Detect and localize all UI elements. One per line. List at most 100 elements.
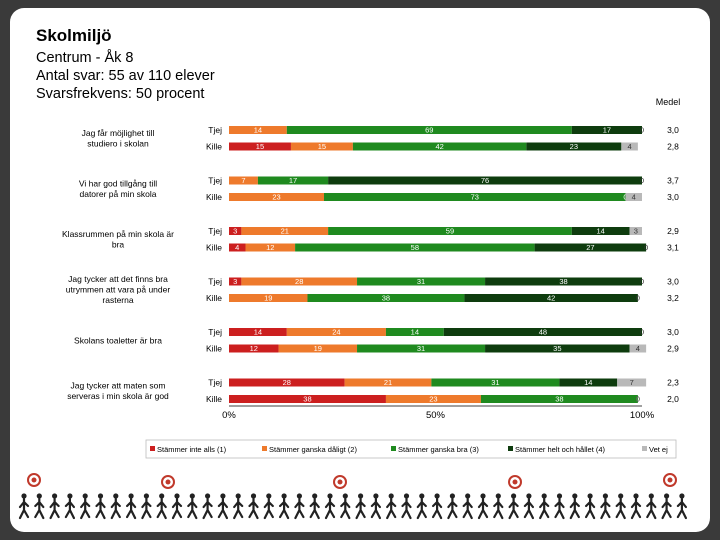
data-label: 42 — [547, 294, 555, 303]
walker-silhouette — [386, 493, 397, 520]
data-label: 42 — [435, 142, 443, 151]
bar-segment — [485, 344, 630, 353]
mean-value: 3,0 — [667, 125, 679, 135]
walker-silhouette — [233, 493, 244, 520]
data-label: 69 — [425, 126, 433, 135]
bar-segment — [526, 142, 622, 151]
walker-silhouette — [370, 493, 381, 520]
bar-segment — [559, 378, 618, 387]
mean-value: 2,8 — [667, 142, 679, 152]
legend-label: Stämmer inte alls (1) — [157, 445, 227, 454]
walker-silhouette — [539, 493, 550, 520]
walker-silhouette — [508, 493, 519, 520]
question-label: Klassrummen på min skola är bra — [62, 229, 174, 250]
data-label: 0 — [636, 395, 640, 404]
mean-value: 2,0 — [667, 394, 679, 404]
walker-silhouette — [125, 493, 137, 520]
x-tick-label: 100% — [630, 410, 655, 421]
question-label: Jag tycker att det finns bra utrymmen att… — [66, 274, 171, 305]
mean-value: 3,0 — [667, 192, 679, 202]
data-label: 27 — [586, 243, 594, 252]
legend-label: Stämmer helt och hållet (4) — [515, 445, 606, 454]
question-label: Vi har god tillgång till datorer på min s… — [79, 178, 157, 199]
walker-silhouette — [569, 493, 580, 520]
subtitle-responses: Antal svar: 55 av 110 elever — [36, 68, 215, 84]
data-label: 17 — [603, 126, 611, 135]
data-label: 31 — [491, 378, 499, 387]
bar-segment — [229, 277, 242, 286]
data-label: 3 — [233, 277, 237, 286]
bar-segment — [328, 227, 572, 235]
legend-box — [145, 439, 677, 459]
data-label: 24 — [332, 328, 340, 337]
mean-value: 3,1 — [667, 243, 679, 253]
data-label: 28 — [295, 277, 303, 286]
walker-silhouette — [171, 493, 183, 520]
walker-silhouette — [217, 493, 228, 520]
mean-value: 2,9 — [667, 344, 679, 354]
legend-label: Vet ej — [649, 445, 668, 454]
data-label: 38 — [382, 294, 390, 303]
data-label: 0 — [640, 126, 644, 135]
mean-value: 3,0 — [667, 277, 679, 287]
bar-segment — [344, 378, 432, 387]
legend-swatch — [642, 446, 647, 451]
walker-silhouette — [110, 493, 121, 520]
slide: Skolmiljö Centrum - Åk 8 Antal svar: 55 … — [10, 8, 710, 532]
mean-value: 3,7 — [667, 176, 679, 186]
subtitle-response-rate: Svarsfrekvens: 50 procent — [36, 86, 205, 102]
data-label: 23 — [570, 142, 578, 151]
bar-segment — [229, 328, 287, 336]
group-label: Kille — [206, 142, 222, 152]
data-label: 59 — [446, 227, 454, 236]
bar-segment — [323, 193, 626, 201]
walker-silhouette — [661, 493, 672, 520]
bar-segment — [229, 294, 308, 302]
data-label: 14 — [411, 328, 419, 337]
bar-segment — [385, 328, 444, 336]
bar-segment — [307, 294, 465, 302]
walker-silhouette — [64, 493, 76, 520]
bar-segment — [241, 277, 358, 286]
walker-silhouette — [49, 493, 60, 520]
bar-segment — [278, 344, 358, 353]
bar-segment — [286, 328, 386, 336]
walker-silhouette — [279, 493, 290, 520]
footer-decoration — [18, 473, 688, 520]
data-label: 14 — [254, 126, 262, 135]
bar-segment — [295, 243, 535, 252]
walker-silhouette — [493, 493, 504, 520]
bar-segment — [431, 378, 560, 387]
walker-silhouette — [34, 493, 45, 520]
group-label: Kille — [206, 293, 222, 303]
bar-segment — [286, 126, 572, 134]
group-label: Tjej — [208, 327, 222, 337]
bar-segment — [443, 328, 642, 336]
bar-segment — [229, 193, 324, 201]
data-label: 4 — [636, 344, 640, 353]
data-label: 14 — [254, 328, 262, 337]
bar-segment — [385, 395, 481, 403]
walker-silhouette — [263, 493, 274, 520]
walker-silhouette — [294, 493, 305, 520]
bar-segment — [480, 395, 638, 403]
data-label: 4 — [235, 243, 239, 252]
mean-value: 2,9 — [667, 226, 679, 236]
walker-silhouette — [156, 493, 167, 520]
bar-segment — [617, 378, 647, 387]
question-label: Jag tycker att maten som serveras i min s… — [67, 380, 169, 401]
data-label: 0 — [640, 176, 644, 185]
walking-people-silhouettes — [18, 493, 688, 520]
data-label: 38 — [555, 395, 563, 404]
legend-label: Stämmer ganska dåligt (2) — [269, 445, 357, 454]
bar-segment — [629, 227, 642, 235]
walker-silhouette — [584, 493, 596, 520]
stacked-bar-chart: Medel Jag får möjlighet till studiero i sk… — [62, 97, 680, 459]
data-label: 17 — [289, 176, 297, 185]
bar-segment — [290, 142, 353, 151]
data-label: 58 — [411, 243, 419, 252]
data-label: 12 — [250, 344, 258, 353]
walker-silhouette — [676, 493, 688, 520]
walker-silhouette — [202, 493, 213, 520]
bar-segment — [328, 176, 642, 185]
